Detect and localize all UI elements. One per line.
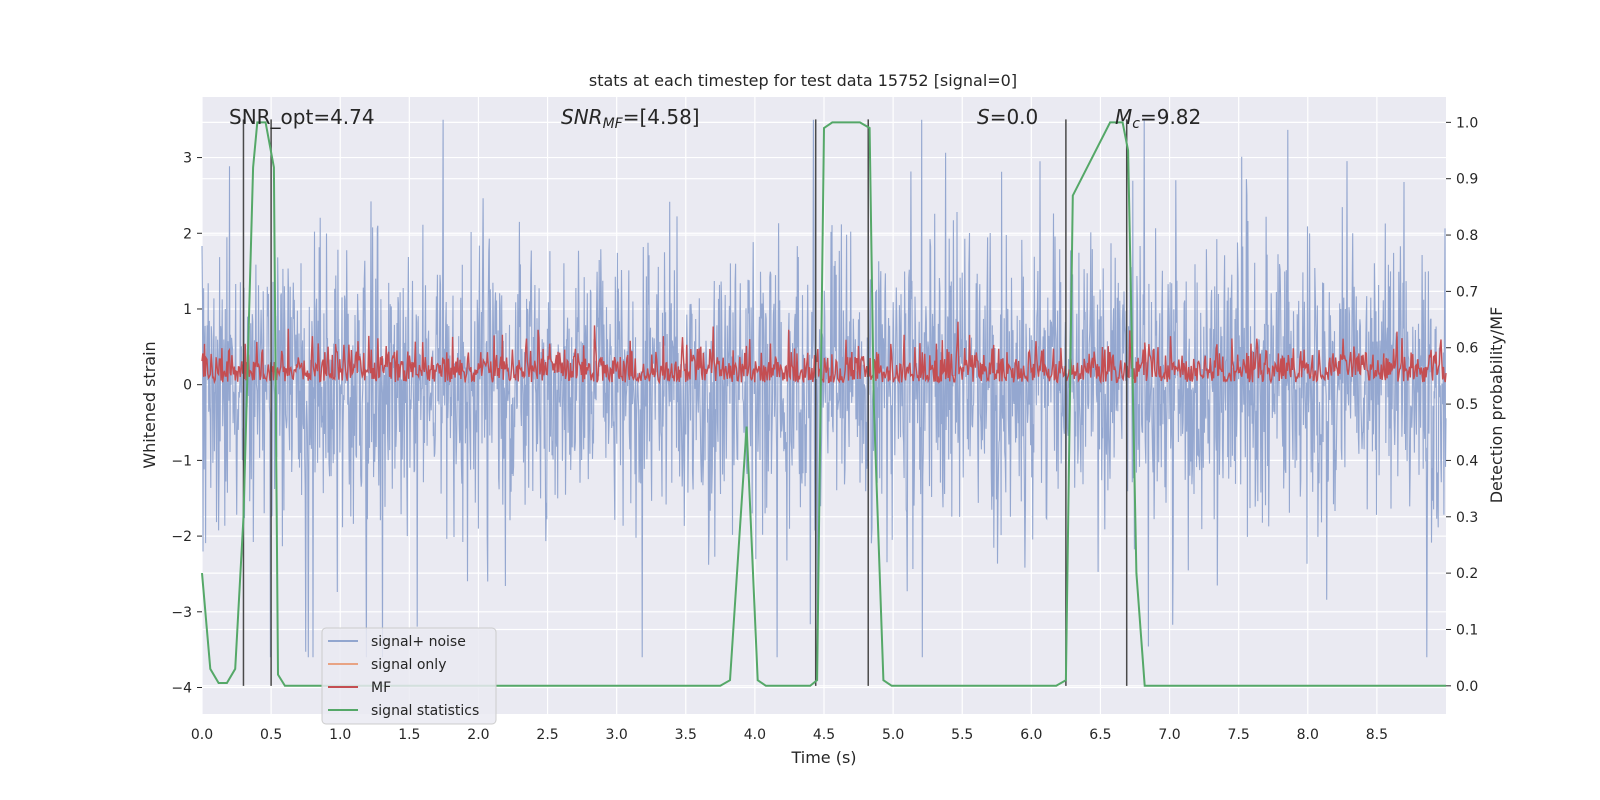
annotation-mc-sub: c [1132, 116, 1140, 132]
y-axis-right-ticks: 1.0 0.9 0.8 0.7 0.6 0.5 0.4 0.3 0.2 0.1 0.0 [1446, 115, 1478, 695]
x-tick-label-9: 4.5 [813, 727, 835, 743]
y-tick-label-0: 3 [183, 151, 192, 167]
y-right-tick-label-1: 0.9 [1456, 172, 1478, 188]
y-tick-label-7: −4 [171, 681, 192, 697]
y-right-tick-label-3: 0.7 [1456, 284, 1478, 300]
mf-trace [201, 321, 1447, 385]
annotation-s-val: =0.0 [990, 105, 1039, 129]
legend-label-mf: MF [371, 680, 391, 696]
chart-title: stats at each timestep for test data 157… [589, 71, 1017, 90]
legend-box [321, 627, 497, 725]
annotation-snr-opt: SNR_opt=4.74 [229, 105, 375, 129]
annotation-mc-val: =9.82 [1140, 105, 1201, 129]
x-tick-label-8: 4.0 [744, 727, 766, 743]
y-tick-label-6: −3 [171, 605, 192, 621]
annotation-s: S=0.0 [977, 105, 1038, 129]
y-tick-label-5: −2 [171, 529, 192, 545]
x-tick-label-16: 8.0 [1297, 727, 1319, 743]
y-right-tick-label-10: 0.0 [1456, 679, 1478, 695]
y-tick-label-4: −1 [171, 453, 192, 469]
y-right-tick-label-7: 0.3 [1456, 510, 1478, 526]
annotation-snr-mf-main: SNR [561, 105, 603, 129]
x-tick-label-11: 5.5 [951, 727, 973, 743]
y-right-tick-label-2: 0.8 [1456, 228, 1478, 244]
y-right-tick-label-5: 0.5 [1456, 397, 1478, 413]
x-tick-label-10: 5.0 [882, 727, 904, 743]
y-axis-right-label: Detection probability/MF [1487, 307, 1506, 504]
annotation-mc-main: M [1115, 105, 1132, 129]
legend-label-signal: signal only [371, 657, 446, 673]
x-axis-ticks: 0.0 0.5 1.0 1.5 2.0 2.5 3.0 3.5 4.0 4.5 5.0 5.5 6.0 6… [191, 727, 1388, 743]
annotation-snr-mf: SNRMF=[4.58] [561, 105, 700, 132]
y-right-tick-label-0: 1.0 [1456, 115, 1478, 131]
y-right-tick-label-6: 0.4 [1456, 453, 1478, 469]
x-tick-label-15: 7.5 [1228, 727, 1250, 743]
x-tick-label-12: 6.0 [1020, 727, 1042, 743]
legend-label-noise: signal+ noise [371, 634, 466, 650]
x-tick-label-1: 0.5 [260, 727, 282, 743]
x-tick-label-4: 2.0 [467, 727, 489, 743]
y-right-tick-label-9: 0.1 [1456, 622, 1478, 638]
legend-label-stats: signal statistics [371, 703, 479, 719]
stats-line [201, 121, 1446, 687]
x-tick-label-7: 3.5 [675, 727, 697, 743]
x-axis-label: Time (s) [790, 748, 856, 767]
y-axis-label: Whitened strain [140, 341, 159, 468]
x-tick-label-6: 3.0 [606, 727, 628, 743]
x-tick-label-3: 1.5 [398, 727, 420, 743]
signal-statistics-series [201, 121, 1446, 687]
x-tick-label-5: 2.5 [536, 727, 558, 743]
annotation-s-main: S [977, 105, 990, 129]
x-tick-label-14: 7.0 [1158, 727, 1180, 743]
vertical-markers [242, 119, 1128, 686]
annotation-snr-mf-val: =[4.58] [623, 105, 700, 129]
y-axis-ticks: 3 2 1 0 −1 −2 −3 −4 [171, 151, 202, 697]
y-right-tick-label-8: 0.2 [1456, 566, 1478, 582]
y-right-tick-label-4: 0.6 [1456, 341, 1478, 357]
annotation-mc: Mc=9.82 [1115, 105, 1201, 132]
y-tick-label-1: 2 [183, 226, 192, 242]
x-tick-label-0: 0.0 [191, 727, 213, 743]
annotation-snr-mf-sub: MF [603, 116, 624, 132]
legend: signal+ noise signal only MF signal stat… [321, 627, 497, 725]
y-tick-label-2: 1 [183, 302, 192, 318]
x-tick-label-17: 8.5 [1366, 727, 1388, 743]
mf-series [201, 321, 1447, 385]
y-tick-label-3: 0 [183, 378, 192, 394]
x-tick-label-13: 6.5 [1089, 727, 1111, 743]
x-tick-label-2: 1.0 [329, 727, 351, 743]
